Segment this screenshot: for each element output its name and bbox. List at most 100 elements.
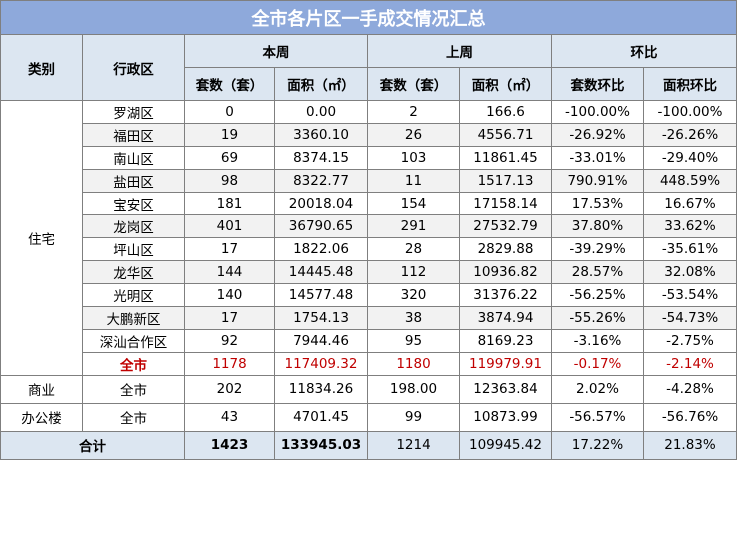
units-ratio-cell: -26.92%	[551, 122, 644, 147]
area-ratio-cell: -26.26%	[643, 122, 737, 147]
area-ratio-cell: -29.40%	[643, 145, 737, 170]
units-ratio-cell: 28.57%	[551, 260, 644, 285]
header-ratio: 环比	[551, 34, 737, 68]
header-tw-area: 面积（㎡）	[274, 67, 368, 101]
lw-units-cell: 26	[367, 122, 460, 147]
lw-area-cell: 8169.23	[459, 328, 552, 353]
lw-area-cell: 31376.22	[459, 283, 552, 308]
header-area-ratio: 面积环比	[643, 67, 737, 101]
district-cell: 龙华区	[82, 260, 185, 285]
summary-area-ratio: 21.83%	[643, 430, 737, 460]
area-ratio-cell: 16.67%	[643, 191, 737, 216]
tw-units-cell: 144	[184, 260, 275, 285]
units-ratio-cell: -100.00%	[551, 100, 644, 124]
district-cell: 深汕合作区	[82, 328, 185, 353]
table-row: 住宅 罗湖区 0 0.00 2 166.6 -100.00% -100.00%	[0, 100, 737, 376]
table-row: 深汕合作区 92 7944.46 95 8169.23 -3.16% -2.75%	[1, 328, 737, 353]
header-lw-units: 套数（套）	[367, 67, 460, 101]
header-lw-area: 面积（㎡）	[459, 67, 552, 101]
tw-area-cell: 1822.06	[274, 237, 368, 262]
lw-units-cell: 154	[367, 191, 460, 216]
tw-area-cell: 4701.45	[274, 402, 368, 432]
tw-units-cell: 98	[184, 168, 275, 193]
table-row: 龙岗区 401 36790.65 291 27532.79 37.80% 33.62%	[1, 214, 737, 239]
category-commercial: 商业	[0, 374, 83, 404]
table-row: 龙华区 144 14445.48 112 10936.82 28.57% 32.08%	[1, 260, 737, 285]
district-cell: 全市	[82, 402, 185, 432]
district-cell: 全市	[82, 351, 185, 376]
tw-area-cell: 8322.77	[274, 168, 368, 193]
tw-area-cell: 11834.26	[274, 374, 368, 404]
lw-area-cell: 10873.99	[459, 402, 552, 432]
tw-units-cell: 140	[184, 283, 275, 308]
table-title: 全市各片区一手成交情况汇总	[0, 0, 737, 35]
summary-tw-area: 133945.03	[274, 430, 368, 460]
tw-units-cell: 92	[184, 328, 275, 353]
tw-units-cell: 17	[184, 237, 275, 262]
tw-area-cell: 117409.32	[274, 351, 368, 376]
area-ratio-cell: -53.54%	[643, 283, 737, 308]
district-cell: 盐田区	[82, 168, 185, 193]
area-ratio-cell: -4.28%	[643, 374, 737, 404]
tw-units-cell: 17	[184, 306, 275, 330]
table-row: 盐田区 98 8322.77 11 1517.13 790.91% 448.59%	[1, 168, 737, 193]
table-row: 宝安区 181 20018.04 154 17158.14 17.53% 16.67%	[1, 191, 737, 216]
summary-row: 合计 1423 133945.03 1214 109945.42 17.22% 21.83%	[0, 430, 737, 460]
header-row-2: 套数（套） 面积（㎡） 套数（套） 面积（㎡） 套数环比 面积环比	[1, 67, 737, 101]
lw-units-cell: 1180	[367, 351, 460, 376]
header-units-ratio: 套数环比	[551, 67, 644, 101]
tw-units-cell: 401	[184, 214, 275, 239]
title-row: 全市各片区一手成交情况汇总	[0, 0, 737, 35]
commercial-row: 商业 全市 202 11834.26 198.00 12363.84 2.02% -4.28%	[0, 374, 737, 404]
summary-label: 合计	[0, 430, 185, 460]
area-ratio-cell: -35.61%	[643, 237, 737, 262]
category-office: 办公楼	[0, 402, 83, 432]
summary-lw-units: 1214	[367, 430, 460, 460]
lw-units-cell: 103	[367, 145, 460, 170]
summary-tw-units: 1423	[184, 430, 275, 460]
units-ratio-cell: 790.91%	[551, 168, 644, 193]
units-ratio-cell: 17.53%	[551, 191, 644, 216]
tw-units-cell: 69	[184, 145, 275, 170]
tw-units-cell: 0	[184, 100, 275, 124]
units-ratio-cell: 37.80%	[551, 214, 644, 239]
lw-area-cell: 166.6	[459, 100, 552, 124]
tw-units-cell: 202	[184, 374, 275, 404]
district-cell: 宝安区	[82, 191, 185, 216]
lw-area-cell: 12363.84	[459, 374, 552, 404]
lw-units-cell: 320	[367, 283, 460, 308]
district-cell: 罗湖区	[82, 100, 185, 124]
header-this-week: 本周	[184, 34, 368, 68]
tw-area-cell: 36790.65	[274, 214, 368, 239]
tw-area-cell: 14445.48	[274, 260, 368, 285]
table-row: 大鹏新区 17 1754.13 38 3874.94 -55.26% -54.73%	[1, 306, 737, 330]
lw-units-cell: 2	[367, 100, 460, 124]
tw-units-cell: 1178	[184, 351, 275, 376]
category-residential: 住宅	[0, 100, 83, 376]
tw-area-cell: 1754.13	[274, 306, 368, 330]
lw-units-cell: 198.00	[367, 374, 460, 404]
table-row: 福田区 19 3360.10 26 4556.71 -26.92% -26.26%	[1, 122, 737, 147]
lw-area-cell: 2829.88	[459, 237, 552, 262]
district-cell: 福田区	[82, 122, 185, 147]
area-ratio-cell: 448.59%	[643, 168, 737, 193]
district-cell: 龙岗区	[82, 214, 185, 239]
lw-units-cell: 11	[367, 168, 460, 193]
lw-area-cell: 17158.14	[459, 191, 552, 216]
units-ratio-cell: 2.02%	[551, 374, 644, 404]
district-cell: 全市	[82, 374, 185, 404]
header-category: 类别	[0, 34, 83, 101]
district-cell: 大鹏新区	[82, 306, 185, 330]
area-ratio-cell: -54.73%	[643, 306, 737, 330]
tw-area-cell: 7944.46	[274, 328, 368, 353]
lw-units-cell: 28	[367, 237, 460, 262]
lw-area-cell: 10936.82	[459, 260, 552, 285]
district-cell: 坪山区	[82, 237, 185, 262]
header-last-week: 上周	[367, 34, 552, 68]
tw-area-cell: 3360.10	[274, 122, 368, 147]
units-ratio-cell: -33.01%	[551, 145, 644, 170]
tw-units-cell: 43	[184, 402, 275, 432]
area-ratio-cell: -100.00%	[643, 100, 737, 124]
header-district: 行政区	[82, 34, 185, 101]
tw-area-cell: 8374.15	[274, 145, 368, 170]
